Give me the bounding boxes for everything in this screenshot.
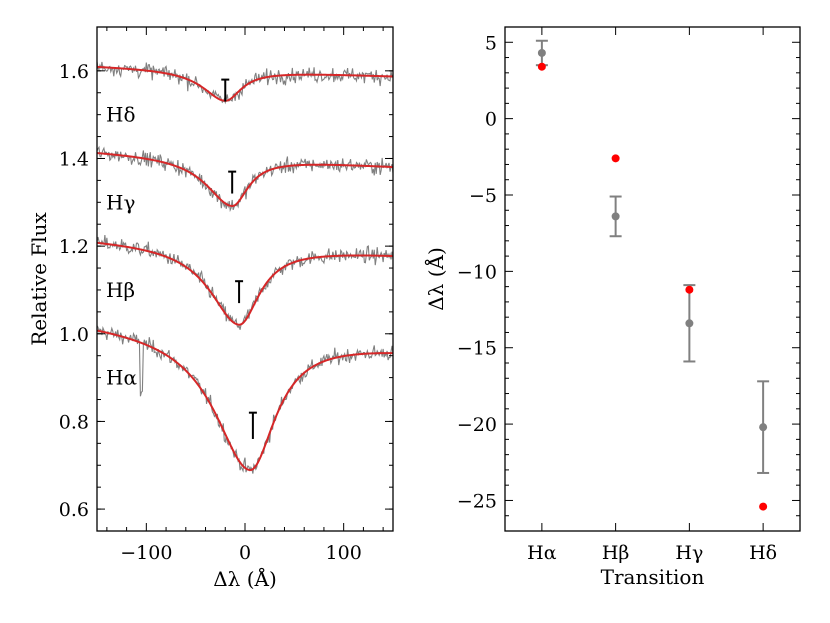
x-axis-title: Transition bbox=[601, 565, 705, 589]
y-tick-label: 0 bbox=[485, 109, 497, 131]
y-axis-title: Δλ (Å) bbox=[423, 247, 448, 311]
left-spectra-panel: Hα Hβ Hγ Hδ −100 0 100 0.6 0.8 1.0 1.2 1.4 1.6 Δλ (Å)… bbox=[27, 26, 394, 591]
y-tick-label: −10 bbox=[457, 261, 497, 283]
observed-spectrum-3 bbox=[97, 61, 393, 105]
line-label-0: Hα bbox=[106, 366, 137, 390]
x-tick-label: 100 bbox=[326, 542, 362, 564]
y-tick-label: 1.0 bbox=[59, 324, 89, 346]
observed-spectrum-1 bbox=[97, 235, 393, 330]
x-tick-label: Hγ bbox=[675, 542, 703, 564]
left-plot-area bbox=[97, 61, 393, 474]
right-frame bbox=[504, 26, 801, 532]
x-axis-title: Δλ (Å) bbox=[213, 566, 277, 591]
model-fit-3 bbox=[97, 65, 393, 102]
x-tick-label: Hα bbox=[527, 542, 557, 564]
measured-point bbox=[537, 48, 546, 57]
y-tick-label: −5 bbox=[469, 185, 497, 207]
measured-point bbox=[759, 423, 768, 432]
line-label-2: Hγ bbox=[106, 190, 135, 214]
y-axis-title: Relative Flux bbox=[27, 211, 51, 345]
line-label-1: Hβ bbox=[106, 278, 135, 302]
x-tick-label: Hβ bbox=[602, 542, 630, 564]
observed-spectrum-2 bbox=[97, 145, 393, 213]
left-frame bbox=[96, 26, 394, 532]
y-tick-label: −15 bbox=[457, 338, 497, 360]
y-tick-label: 5 bbox=[485, 32, 497, 54]
y-tick-label: 1.6 bbox=[59, 61, 89, 83]
x-tick-label: 0 bbox=[239, 542, 251, 564]
observed-spectrum-0 bbox=[97, 325, 393, 474]
model-fit-2 bbox=[97, 152, 393, 208]
model-point bbox=[685, 285, 694, 294]
y-tick-label: 0.6 bbox=[59, 499, 89, 521]
y-tick-label: −20 bbox=[457, 414, 497, 436]
y-tick-label: 0.8 bbox=[59, 411, 89, 433]
model-fit-0 bbox=[97, 329, 393, 472]
model-point bbox=[759, 502, 768, 511]
measured-point bbox=[611, 212, 620, 221]
line-label-3: Hδ bbox=[106, 103, 135, 127]
model-point bbox=[537, 62, 546, 71]
model-point bbox=[611, 154, 620, 163]
y-tick-label: 1.4 bbox=[59, 148, 89, 170]
y-tick-label: −25 bbox=[457, 490, 497, 512]
measured-point bbox=[685, 319, 694, 328]
x-tick-label: Hδ bbox=[749, 542, 777, 564]
y-tick-label: 1.2 bbox=[59, 236, 89, 258]
right-shift-panel: 5 0 −5 −10 −15 −20 −25 Hα Hβ Hγ Hδ Transition Δλ (Å) bbox=[423, 26, 801, 589]
model-fit-1 bbox=[97, 241, 393, 326]
x-tick-label: −100 bbox=[120, 542, 172, 564]
